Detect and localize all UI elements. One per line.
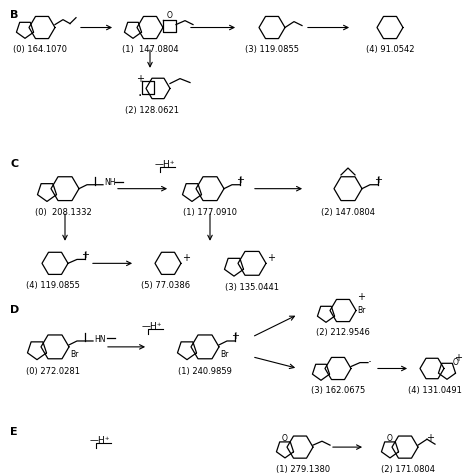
Text: (1) 240.9859: (1) 240.9859: [178, 366, 232, 375]
Text: (1)  147.0804: (1) 147.0804: [122, 45, 178, 54]
Text: (4) 91.0542: (4) 91.0542: [366, 45, 414, 54]
Text: (0) 272.0281: (0) 272.0281: [26, 366, 80, 375]
Text: HN: HN: [94, 335, 106, 344]
Text: C: C: [10, 159, 18, 169]
Text: O: O: [167, 11, 173, 20]
Text: (5) 77.0386: (5) 77.0386: [141, 281, 191, 290]
Text: Br: Br: [220, 350, 228, 359]
Text: (1) 177.0910: (1) 177.0910: [183, 208, 237, 217]
Text: NH: NH: [104, 178, 116, 187]
Text: (2) 128.0621: (2) 128.0621: [125, 106, 179, 115]
Text: O: O: [387, 434, 393, 443]
Text: E: E: [10, 428, 18, 438]
Text: +: +: [454, 353, 462, 363]
Text: (4) 131.0491: (4) 131.0491: [408, 386, 462, 395]
Text: (2) 171.0804: (2) 171.0804: [381, 465, 435, 474]
Text: (3) 135.0441: (3) 135.0441: [225, 283, 279, 292]
Text: +: +: [357, 292, 365, 302]
Text: Br: Br: [70, 350, 78, 359]
Text: +: +: [231, 331, 239, 341]
Text: +: +: [236, 175, 244, 185]
Text: Br: Br: [357, 306, 365, 315]
Text: D: D: [10, 305, 19, 315]
Text: B: B: [10, 10, 18, 20]
Text: +: +: [182, 254, 190, 264]
Text: —H⁺: —H⁺: [155, 160, 175, 169]
Text: (0) 164.1070: (0) 164.1070: [13, 45, 67, 54]
Text: (2) 212.9546: (2) 212.9546: [316, 328, 370, 337]
Text: +: +: [374, 175, 382, 185]
Text: (1) 279.1380: (1) 279.1380: [276, 465, 330, 474]
Text: O: O: [282, 434, 288, 443]
Text: (3) 119.0855: (3) 119.0855: [245, 45, 299, 54]
Text: (3) 162.0675: (3) 162.0675: [311, 386, 365, 395]
Text: +: +: [81, 250, 89, 260]
Text: ·: ·: [138, 89, 142, 103]
Text: (2) 147.0804: (2) 147.0804: [321, 208, 375, 217]
Text: (0)  208.1332: (0) 208.1332: [35, 208, 91, 217]
Text: O: O: [453, 358, 459, 367]
Text: +: +: [136, 73, 144, 83]
Text: —H⁺: —H⁺: [142, 322, 162, 331]
Text: ·: ·: [368, 356, 372, 369]
Text: —H⁺: —H⁺: [90, 436, 110, 445]
Text: (4) 119.0855: (4) 119.0855: [26, 281, 80, 290]
Text: +: +: [426, 433, 434, 443]
Text: +: +: [267, 254, 275, 264]
